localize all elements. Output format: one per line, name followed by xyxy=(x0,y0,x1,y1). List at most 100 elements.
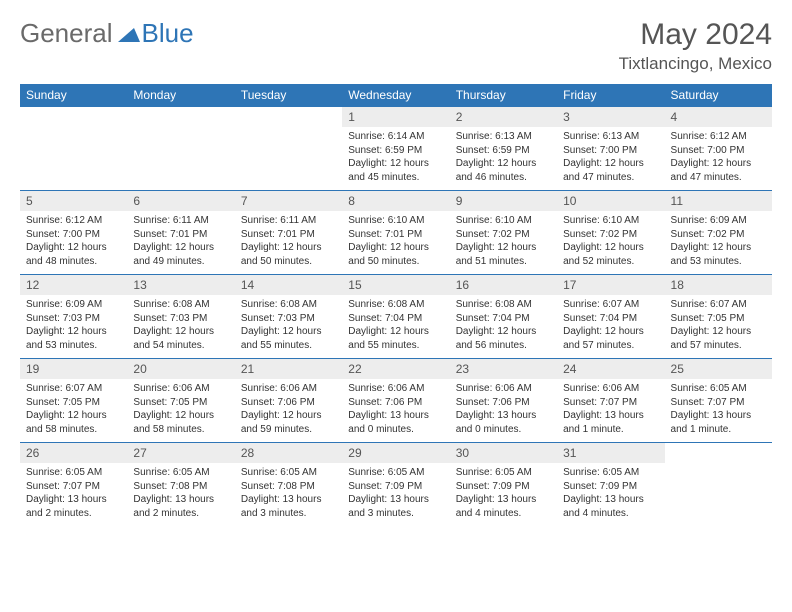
daylight-line: Daylight: 13 hours and 2 minutes. xyxy=(133,493,228,520)
day-number-cell: 1 xyxy=(342,107,449,128)
day-number-cell: 16 xyxy=(450,275,557,296)
day-number-cell: 26 xyxy=(20,443,127,464)
day-number-cell xyxy=(235,107,342,128)
sunrise-line: Sunrise: 6:07 AM xyxy=(26,382,121,396)
daylight-line: Daylight: 13 hours and 4 minutes. xyxy=(456,493,551,520)
sunrise-line: Sunrise: 6:06 AM xyxy=(563,382,658,396)
day-detail-cell: Sunrise: 6:06 AMSunset: 7:06 PMDaylight:… xyxy=(342,379,449,443)
day-detail-cell: Sunrise: 6:06 AMSunset: 7:06 PMDaylight:… xyxy=(450,379,557,443)
day-number-cell: 25 xyxy=(665,359,772,380)
daylight-line: Daylight: 12 hours and 53 minutes. xyxy=(671,241,766,268)
sunrise-line: Sunrise: 6:13 AM xyxy=(563,130,658,144)
dayhead-sun: Sunday xyxy=(20,84,127,107)
day-detail-cell: Sunrise: 6:10 AMSunset: 7:02 PMDaylight:… xyxy=(450,211,557,275)
sunset-line: Sunset: 7:06 PM xyxy=(456,396,551,410)
sunrise-line: Sunrise: 6:08 AM xyxy=(133,298,228,312)
logo-triangle-icon xyxy=(118,26,140,47)
day-number-cell: 6 xyxy=(127,191,234,212)
calendar-table: Sunday Monday Tuesday Wednesday Thursday… xyxy=(20,84,772,526)
sunset-line: Sunset: 7:09 PM xyxy=(456,480,551,494)
day-detail-cell: Sunrise: 6:08 AMSunset: 7:04 PMDaylight:… xyxy=(342,295,449,359)
daylight-line: Daylight: 12 hours and 51 minutes. xyxy=(456,241,551,268)
calendar-header-row: Sunday Monday Tuesday Wednesday Thursday… xyxy=(20,84,772,107)
dayhead-wed: Wednesday xyxy=(342,84,449,107)
daylight-line: Daylight: 12 hours and 47 minutes. xyxy=(671,157,766,184)
day-detail-cell: Sunrise: 6:09 AMSunset: 7:02 PMDaylight:… xyxy=(665,211,772,275)
dayhead-fri: Friday xyxy=(557,84,664,107)
sunset-line: Sunset: 7:03 PM xyxy=(26,312,121,326)
sunset-line: Sunset: 7:00 PM xyxy=(26,228,121,242)
sunrise-line: Sunrise: 6:05 AM xyxy=(456,466,551,480)
page-header: General Blue May 2024 Tixtlancingo, Mexi… xyxy=(20,18,772,74)
sunrise-line: Sunrise: 6:05 AM xyxy=(241,466,336,480)
sunset-line: Sunset: 7:04 PM xyxy=(563,312,658,326)
sunrise-line: Sunrise: 6:06 AM xyxy=(241,382,336,396)
daylight-line: Daylight: 13 hours and 0 minutes. xyxy=(348,409,443,436)
day-number-cell: 30 xyxy=(450,443,557,464)
sunset-line: Sunset: 7:00 PM xyxy=(563,144,658,158)
sunset-line: Sunset: 7:01 PM xyxy=(133,228,228,242)
day-detail-cell: Sunrise: 6:06 AMSunset: 7:05 PMDaylight:… xyxy=(127,379,234,443)
calendar-daynum-row: 19202122232425 xyxy=(20,359,772,380)
day-number-cell xyxy=(665,443,772,464)
day-number-cell: 27 xyxy=(127,443,234,464)
calendar-detail-row: Sunrise: 6:14 AMSunset: 6:59 PMDaylight:… xyxy=(20,127,772,191)
calendar-daynum-row: 567891011 xyxy=(20,191,772,212)
sunrise-line: Sunrise: 6:14 AM xyxy=(348,130,443,144)
sunrise-line: Sunrise: 6:11 AM xyxy=(241,214,336,228)
day-detail-cell: Sunrise: 6:12 AMSunset: 7:00 PMDaylight:… xyxy=(20,211,127,275)
day-detail-cell: Sunrise: 6:08 AMSunset: 7:03 PMDaylight:… xyxy=(235,295,342,359)
sunset-line: Sunset: 7:05 PM xyxy=(26,396,121,410)
day-number-cell: 18 xyxy=(665,275,772,296)
day-detail-cell xyxy=(235,127,342,191)
daylight-line: Daylight: 13 hours and 1 minute. xyxy=(563,409,658,436)
logo-text-blue: Blue xyxy=(142,18,194,49)
daylight-line: Daylight: 12 hours and 50 minutes. xyxy=(348,241,443,268)
sunset-line: Sunset: 7:09 PM xyxy=(563,480,658,494)
calendar-body: 1234Sunrise: 6:14 AMSunset: 6:59 PMDayli… xyxy=(20,107,772,527)
daylight-line: Daylight: 12 hours and 49 minutes. xyxy=(133,241,228,268)
sunset-line: Sunset: 7:08 PM xyxy=(241,480,336,494)
sunset-line: Sunset: 7:02 PM xyxy=(671,228,766,242)
day-detail-cell: Sunrise: 6:10 AMSunset: 7:01 PMDaylight:… xyxy=(342,211,449,275)
day-number-cell xyxy=(20,107,127,128)
daylight-line: Daylight: 12 hours and 48 minutes. xyxy=(26,241,121,268)
sunset-line: Sunset: 7:07 PM xyxy=(26,480,121,494)
day-detail-cell: Sunrise: 6:06 AMSunset: 7:07 PMDaylight:… xyxy=(557,379,664,443)
sunrise-line: Sunrise: 6:05 AM xyxy=(133,466,228,480)
day-detail-cell: Sunrise: 6:05 AMSunset: 7:07 PMDaylight:… xyxy=(665,379,772,443)
sunrise-line: Sunrise: 6:11 AM xyxy=(133,214,228,228)
day-detail-cell: Sunrise: 6:13 AMSunset: 6:59 PMDaylight:… xyxy=(450,127,557,191)
daylight-line: Daylight: 12 hours and 58 minutes. xyxy=(133,409,228,436)
sunrise-line: Sunrise: 6:06 AM xyxy=(348,382,443,396)
day-number-cell: 3 xyxy=(557,107,664,128)
sunset-line: Sunset: 7:07 PM xyxy=(563,396,658,410)
sunset-line: Sunset: 6:59 PM xyxy=(456,144,551,158)
daylight-line: Daylight: 13 hours and 4 minutes. xyxy=(563,493,658,520)
day-number-cell: 21 xyxy=(235,359,342,380)
sunset-line: Sunset: 7:01 PM xyxy=(241,228,336,242)
sunset-line: Sunset: 7:09 PM xyxy=(348,480,443,494)
sunset-line: Sunset: 6:59 PM xyxy=(348,144,443,158)
day-detail-cell: Sunrise: 6:07 AMSunset: 7:05 PMDaylight:… xyxy=(665,295,772,359)
daylight-line: Daylight: 12 hours and 54 minutes. xyxy=(133,325,228,352)
sunset-line: Sunset: 7:07 PM xyxy=(671,396,766,410)
daylight-line: Daylight: 12 hours and 47 minutes. xyxy=(563,157,658,184)
sunrise-line: Sunrise: 6:10 AM xyxy=(563,214,658,228)
sunrise-line: Sunrise: 6:06 AM xyxy=(456,382,551,396)
daylight-line: Daylight: 12 hours and 46 minutes. xyxy=(456,157,551,184)
calendar-daynum-row: 1234 xyxy=(20,107,772,128)
sunrise-line: Sunrise: 6:10 AM xyxy=(456,214,551,228)
sunrise-line: Sunrise: 6:05 AM xyxy=(348,466,443,480)
sunrise-line: Sunrise: 6:05 AM xyxy=(563,466,658,480)
daylight-line: Daylight: 12 hours and 52 minutes. xyxy=(563,241,658,268)
title-block: May 2024 Tixtlancingo, Mexico xyxy=(619,18,772,74)
day-number-cell: 24 xyxy=(557,359,664,380)
sunrise-line: Sunrise: 6:07 AM xyxy=(563,298,658,312)
calendar-detail-row: Sunrise: 6:05 AM Sunset: 7:07 PM Daylight:… xyxy=(20,463,772,526)
day-detail-cell: Sunrise: 6:07 AMSunset: 7:05 PMDaylight:… xyxy=(20,379,127,443)
day-number-cell: 7 xyxy=(235,191,342,212)
day-number-cell: 12 xyxy=(20,275,127,296)
sunrise-line: Sunrise: 6:08 AM xyxy=(348,298,443,312)
dayhead-tue: Tuesday xyxy=(235,84,342,107)
